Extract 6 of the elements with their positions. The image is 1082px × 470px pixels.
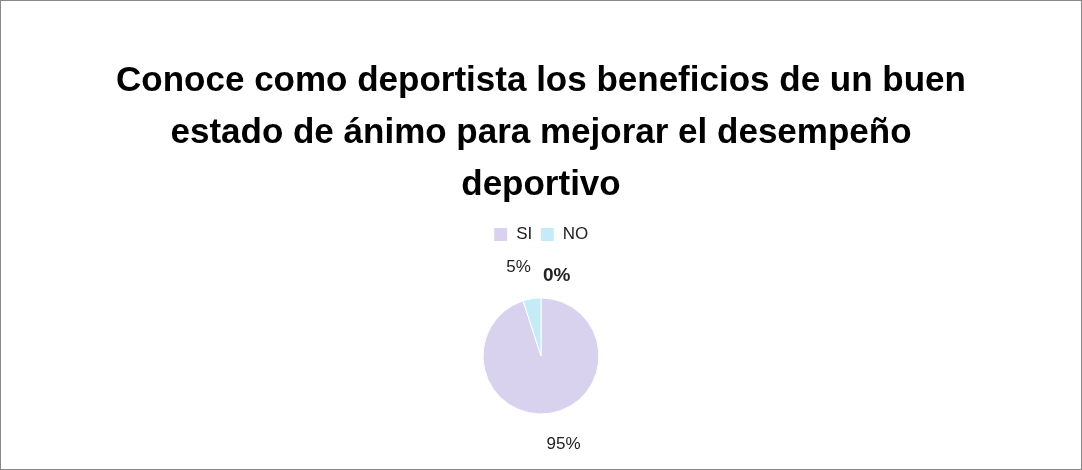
legend-label: NO <box>562 224 589 244</box>
data-label: 5% <box>506 256 531 276</box>
legend-label: SI <box>516 224 533 244</box>
data-label: 95% <box>546 434 581 454</box>
chart-title: Conoce como deportista los beneficios de un buen estado de ánimo para mejorar el desempeño deportivo <box>115 58 967 204</box>
text: 0% <box>543 264 571 286</box>
